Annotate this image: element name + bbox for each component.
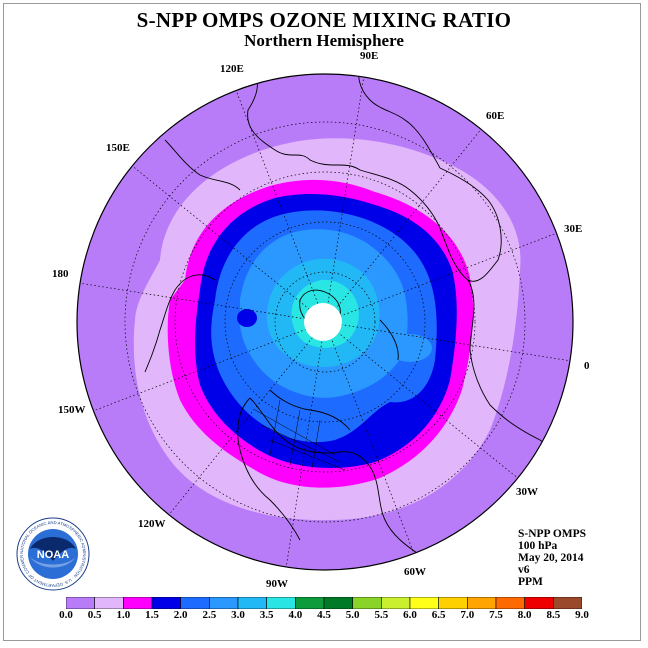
colorbar [66, 597, 582, 609]
meridian-line [132, 165, 326, 323]
lon-label-90e: 90E [360, 50, 379, 62]
lon-label-120w: 120W [138, 518, 166, 530]
lon-label-60w: 60W [404, 566, 426, 578]
colorbar-tick-label: 2.0 [173, 609, 188, 621]
colorbar-tick-label: 9.0 [575, 609, 589, 621]
info-version: v6 [518, 564, 530, 576]
colorbar-tick-label: 3.5 [259, 609, 274, 621]
lon-label-30e: 30E [564, 223, 583, 235]
colorbar-cell [495, 597, 525, 609]
meridian-line [168, 321, 326, 515]
colorbar-tick-label: 3.0 [231, 609, 245, 621]
colorbar-cell [553, 597, 582, 609]
colorbar-tick-label: 5.0 [345, 609, 360, 621]
meridian-line [324, 321, 571, 362]
colorbar-cell [237, 597, 267, 609]
info-level: 100 hPa [518, 540, 558, 552]
lon-label-180: 180 [52, 268, 69, 280]
colorbar-cell [438, 597, 468, 609]
colorbar-cell [467, 597, 497, 609]
colorbar-tick-label: 7.5 [489, 609, 503, 621]
colorbar-cell [524, 597, 554, 609]
info-block: S-NPP OMPS 100 hPa May 20, 2014 v6 PPM [518, 528, 586, 588]
noaa-logo: NOAA NATIONAL OCEANIC AND ATMOSPHERIC AD… [16, 517, 90, 591]
ozone-blob-east [388, 334, 432, 362]
lon-label-150e: 150E [106, 142, 130, 154]
meridian-line [324, 76, 365, 323]
political-boundaries [254, 399, 346, 471]
lon-label-0: 0 [584, 360, 590, 372]
meridian-line [93, 321, 326, 412]
colorbar-cell [352, 597, 382, 609]
colorbar-tick-label: 7.0 [460, 609, 475, 621]
colorbar-tick-label: 0.5 [87, 609, 102, 621]
colorbar-tick-label: 8.0 [517, 609, 532, 621]
graticule [79, 76, 571, 568]
colorbar-cell [323, 597, 353, 609]
info-date: May 20, 2014 [518, 552, 584, 564]
colorbar-tick-label: 8.5 [546, 609, 561, 621]
colorbar-tick-label: 6.5 [431, 609, 446, 621]
colorbar-cell [94, 597, 124, 609]
info-instrument: S-NPP OMPS [518, 528, 587, 540]
meridian-line [79, 282, 326, 323]
colorbar-cell [180, 597, 210, 609]
colorbar-cell [123, 597, 153, 609]
colorbar-cell [66, 597, 95, 609]
noaa-logo-text: NOAA [37, 549, 69, 561]
map-subtitle: Northern Hemisphere [244, 31, 404, 50]
colorbar-cell [151, 597, 181, 609]
map-title: S-NPP OMPS OZONE MIXING RATIO [136, 8, 512, 32]
meridian-line [285, 321, 326, 568]
colorbar-cell [295, 597, 325, 609]
meridian-line [324, 321, 518, 479]
colorbar-tick-label: 4.0 [288, 609, 303, 621]
colorbar-tick-label: 2.5 [202, 609, 217, 621]
lon-label-150w: 150W [58, 404, 86, 416]
colorbar-cell [266, 597, 296, 609]
lon-label-120e: 120E [220, 63, 244, 75]
lon-label-90w: 90W [266, 578, 288, 590]
colorbar-tick-label: 0.0 [59, 609, 73, 621]
polar-no-data-cap [304, 303, 342, 341]
lon-label-30w: 30W [516, 486, 538, 498]
colorbar-tick-label: 4.5 [317, 609, 331, 621]
colorbar-tick-label: 6.0 [403, 609, 417, 621]
meridian-line [324, 321, 415, 554]
map-boundary [76, 73, 574, 571]
meridian-line [235, 90, 326, 323]
colorbar-cell [209, 597, 239, 609]
colorbar-tick-label: 5.5 [374, 609, 389, 621]
meridian-line [324, 232, 557, 323]
lon-label-60e: 60E [486, 110, 505, 122]
info-units: PPM [518, 576, 543, 588]
meridian-line [324, 129, 482, 323]
colorbar-cell [381, 597, 411, 609]
ozone-blob [237, 309, 257, 327]
map-frame [3, 3, 641, 641]
colorbar-tick-label: 1.0 [116, 609, 131, 621]
colorbar-cell [409, 597, 439, 609]
colorbar-tick-label: 1.5 [145, 609, 159, 621]
